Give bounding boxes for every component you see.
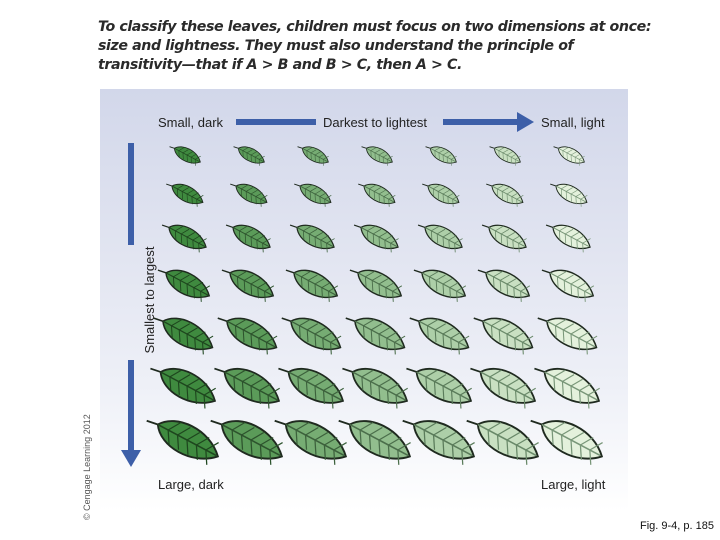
leaf-r2-c5 <box>422 183 460 207</box>
leaf-r1-c6 <box>489 146 521 166</box>
leaf-r4-c3 <box>285 269 339 302</box>
leaf-r3-c4 <box>353 224 399 253</box>
leaf-r6-c2 <box>214 367 281 409</box>
leaf-r6-c6 <box>470 367 537 409</box>
leaf-r5-c3 <box>281 317 342 355</box>
leaf-r1-c5 <box>425 146 457 166</box>
leaf-r5-c4 <box>345 317 406 355</box>
leaf-r4-c2 <box>221 269 275 302</box>
label-small-dark: Small, dark <box>158 115 224 130</box>
leaf-r7-c7 <box>530 419 604 465</box>
leaf-r1-c3 <box>297 146 329 166</box>
leaf-r2-c3 <box>294 183 332 207</box>
leaf-r6-c1 <box>150 367 217 409</box>
leaf-r2-c4 <box>358 183 396 207</box>
leaf-r3-c3 <box>289 224 335 253</box>
leaf-r3-c1 <box>161 224 207 253</box>
leaf-r7-c6 <box>466 419 540 465</box>
label-large-dark: Large, dark <box>158 477 224 492</box>
label-small-light: Small, light <box>541 115 605 130</box>
vertical-arrow-shaft-top <box>128 143 134 245</box>
leaf-r2-c7 <box>550 183 588 207</box>
leaf-r3-c7 <box>545 224 591 253</box>
leaf-r5-c7 <box>537 317 598 355</box>
leaf-r7-c5 <box>402 419 476 465</box>
leaf-r1-c1 <box>169 146 201 166</box>
vertical-arrow-head <box>121 450 141 467</box>
leaf-r5-c2 <box>217 317 278 355</box>
leaf-r2-c1 <box>166 183 204 207</box>
leaf-r1-c7 <box>553 146 585 166</box>
leaf-r6-c7 <box>534 367 601 409</box>
leaf-r5-c6 <box>473 317 534 355</box>
leaf-r5-c1 <box>153 317 214 355</box>
leaf-r4-c4 <box>349 269 403 302</box>
figure-caption: To classify these leaves, children must … <box>98 19 652 73</box>
leaf-r3-c2 <box>225 224 271 253</box>
leaf-r4-c7 <box>541 269 595 302</box>
leaf-r1-c2 <box>233 146 265 166</box>
leaf-r7-c3 <box>274 419 348 465</box>
leaf-r3-c6 <box>481 224 527 253</box>
leaf-r6-c5 <box>406 367 473 409</box>
leaf-r5-c5 <box>409 317 470 355</box>
figure-reference: Fig. 9-4, p. 185 <box>640 520 714 532</box>
leaf-r7-c2 <box>210 419 284 465</box>
leaf-r6-c4 <box>342 367 409 409</box>
vertical-arrow-shaft-bottom <box>128 360 134 452</box>
leaf-r4-c5 <box>413 269 467 302</box>
leaf-r2-c6 <box>486 183 524 207</box>
leaf-r4-c6 <box>477 269 531 302</box>
label-darkest-to-lightest: Darkest to lightest <box>323 115 428 130</box>
leaf-r6-c3 <box>278 367 345 409</box>
leaf-r2-c2 <box>230 183 268 207</box>
horizontal-arrow-head <box>517 112 534 132</box>
horizontal-arrow-shaft-left <box>236 119 316 125</box>
leaf-r1-c4 <box>361 146 393 166</box>
leaf-r3-c5 <box>417 224 463 253</box>
leaf-r4-c1 <box>157 269 211 302</box>
leaf-r7-c4 <box>338 419 412 465</box>
label-large-light: Large, light <box>541 477 606 492</box>
horizontal-arrow-shaft-right <box>443 119 521 125</box>
leaf-r7-c1 <box>146 419 220 465</box>
